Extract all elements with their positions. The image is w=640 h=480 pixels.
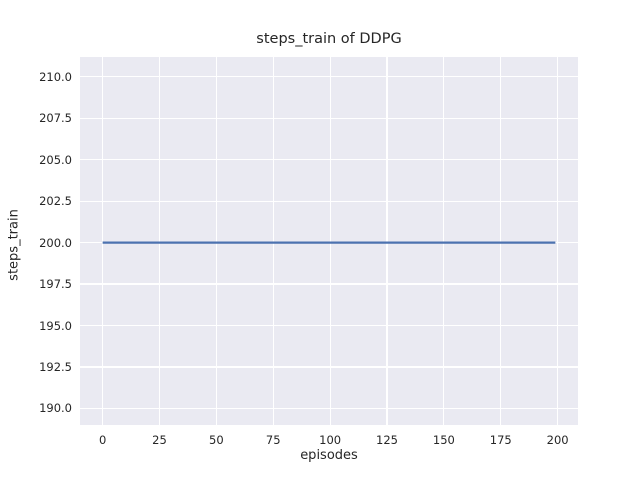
y-tick-label: 202.5 [39,194,72,209]
y-tick-label: 190.0 [39,401,72,416]
vertical-gridline [329,57,331,425]
y-tick-label: 200.0 [39,235,72,250]
vertical-gridline [272,57,274,425]
horizontal-gridline [80,159,578,161]
y-tick-label: 207.5 [39,111,72,126]
x-axis-label: episodes [300,448,358,463]
x-tick-label: 25 [152,433,167,447]
horizontal-gridline [80,283,578,285]
vertical-gridline [557,57,559,425]
x-tick-label: 100 [319,433,342,447]
series-layer [102,241,556,244]
vertical-gridline [215,57,217,425]
vertical-gridline [500,57,502,425]
x-tick-label: 200 [546,433,569,447]
vertical-gridline [443,57,445,425]
x-tick-label: 75 [265,433,281,447]
y-tick-label: 192.5 [39,359,72,374]
horizontal-gridline [80,407,578,409]
plot-area [80,57,578,425]
x-tick-label: 175 [489,433,512,447]
horizontal-gridline [80,200,578,202]
horizontal-gridline [80,76,578,78]
horizontal-gridline [80,324,578,327]
x-tick-label: 125 [376,433,398,447]
y-tick-label: 197.5 [39,277,72,292]
x-tick-label: 150 [432,433,455,447]
x-tick-label: 50 [209,433,224,447]
vertical-gridline [386,57,388,425]
horizontal-gridline [80,117,578,119]
vertical-gridline [158,57,161,425]
horizontal-gridline [80,366,578,368]
vertical-gridline [102,57,104,425]
chart-title: steps_train of DDPG [256,31,402,47]
x-tick-label: 0 [98,433,107,447]
y-tick-label: 205.0 [39,152,72,167]
y-tick-label: 195.0 [39,318,72,333]
y-tick-label: 210.0 [39,69,72,84]
